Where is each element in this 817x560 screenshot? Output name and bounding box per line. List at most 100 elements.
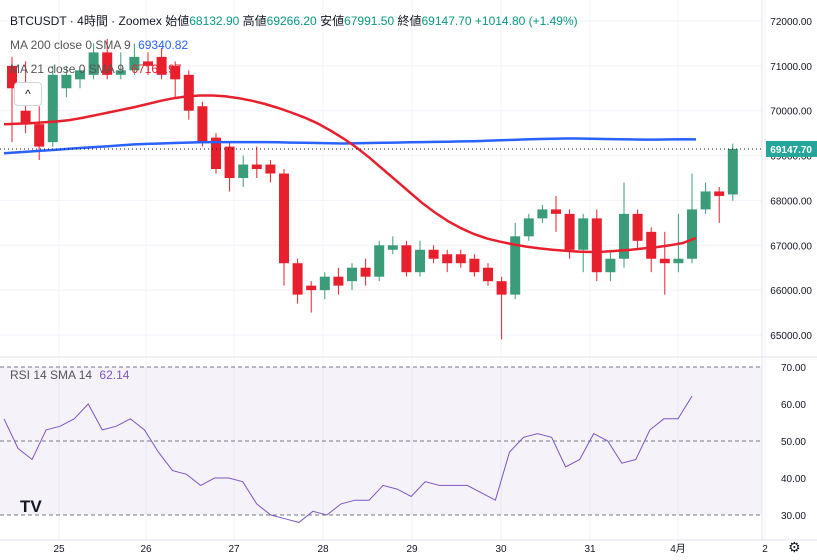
rsi-value: 62.14 xyxy=(99,368,130,382)
ma200-line xyxy=(3,137,697,155)
time-tick-label: 26 xyxy=(140,544,152,555)
open-label: 始値 xyxy=(165,14,190,28)
price-tick-label: 68000.00 xyxy=(770,196,812,207)
ma21-legend[interactable]: MA 21 close 0 SMA 9 67161.97 xyxy=(10,62,185,76)
price-tick-label: 72000.00 xyxy=(770,17,812,28)
candle-body xyxy=(659,258,670,264)
open-value: 68132.90 xyxy=(189,14,240,28)
candle-body xyxy=(88,52,99,75)
candle-body xyxy=(61,74,72,89)
price-tick-label: 69000.00 xyxy=(770,152,812,163)
ma21-label: MA 21 close 0 SMA 9 xyxy=(10,62,125,76)
collapse-legend-button[interactable]: ^ xyxy=(14,82,42,106)
candle-body xyxy=(360,267,371,277)
candle-body xyxy=(102,52,113,75)
price-tick-label: 71000.00 xyxy=(770,62,812,73)
chevron-up-icon: ^ xyxy=(25,87,31,101)
candle-body xyxy=(496,281,507,295)
candle-body xyxy=(510,236,521,295)
candle-body xyxy=(564,213,575,250)
time-tick-label: 28 xyxy=(317,544,329,555)
candle-body xyxy=(34,124,45,147)
candle-body xyxy=(605,258,616,273)
time-tick-label: 27 xyxy=(228,544,240,555)
candle-body xyxy=(700,191,711,210)
candle-body xyxy=(469,258,480,273)
time-tick-label: 30 xyxy=(495,544,507,555)
candle-body xyxy=(415,249,425,273)
candle-body xyxy=(578,218,589,250)
interval-label[interactable]: 4時間 xyxy=(77,14,108,28)
candle-body xyxy=(632,213,643,241)
symbol-name[interactable]: BTCUSDT xyxy=(10,14,67,28)
separator: · xyxy=(69,14,74,28)
candle-body xyxy=(455,254,466,264)
candle-body xyxy=(197,106,208,143)
candle-body xyxy=(673,258,684,264)
rsi-label: RSI 14 SMA 14 xyxy=(10,368,93,382)
candle-body xyxy=(170,65,181,80)
last-price-badge xyxy=(766,140,817,157)
candle-body xyxy=(687,209,697,259)
candle-body xyxy=(537,209,548,219)
separator: · xyxy=(111,14,116,28)
candle-body xyxy=(265,164,276,174)
price-tick-label: 70000.00 xyxy=(770,107,812,118)
candle-body xyxy=(143,61,153,66)
candle-body xyxy=(333,276,344,286)
candle-body xyxy=(238,164,249,178)
candle-body xyxy=(401,245,412,273)
ma200-legend[interactable]: MA 200 close 0 SMA 9 69340.82 xyxy=(10,38,192,52)
gear-icon[interactable]: ⚙ xyxy=(788,539,801,555)
candle-body xyxy=(619,213,629,259)
time-tick-label: 29 xyxy=(406,544,418,555)
high-value: 69266.20 xyxy=(266,14,317,28)
rsi-tick-label: 30.00 xyxy=(781,511,806,522)
close-label: 終値 xyxy=(397,14,422,28)
rsi-legend[interactable]: RSI 14 SMA 14 62.14 xyxy=(10,368,133,382)
time-tick-label: 2 xyxy=(762,544,768,555)
ma200-value: 69340.82 xyxy=(138,38,189,52)
change-value: +1014.80 (+1.49%) xyxy=(474,14,578,28)
rsi-tick-label: 50.00 xyxy=(781,437,806,448)
last-price-label: 69147.70 xyxy=(770,145,812,156)
candle-body xyxy=(591,218,602,273)
candle-body xyxy=(374,245,385,277)
candle-body xyxy=(306,285,317,291)
ma21-line xyxy=(3,94,697,254)
tradingview-logo-icon[interactable]: TV xyxy=(20,497,42,516)
candle-body xyxy=(7,65,17,89)
rsi-line xyxy=(3,395,693,523)
high-label: 高値 xyxy=(242,14,267,28)
rsi-tick-label: 40.00 xyxy=(781,474,806,485)
candle-body xyxy=(20,110,31,125)
candle-body xyxy=(646,231,657,259)
candle-body xyxy=(279,173,289,264)
price-tick-label: 66000.00 xyxy=(770,286,812,297)
candle-body xyxy=(47,74,58,143)
candle-body xyxy=(483,267,493,282)
low-label: 安値 xyxy=(320,14,345,28)
candle-body xyxy=(224,146,235,178)
candle-body xyxy=(115,70,126,75)
candle-body xyxy=(251,164,262,170)
candle-body xyxy=(714,191,725,196)
candle-body xyxy=(292,263,303,295)
candle-body xyxy=(347,267,357,282)
candle-body xyxy=(523,218,534,237)
candle-body xyxy=(129,56,140,71)
symbol-header: BTCUSDT · 4時間 · Zoomex 始値68132.90 高値6926… xyxy=(10,12,578,29)
rsi-tick-label: 60.00 xyxy=(781,400,806,411)
time-tick-label: 25 xyxy=(53,544,65,555)
candle-body xyxy=(387,245,398,250)
ma21-value: 67161.97 xyxy=(131,62,182,76)
candle-body xyxy=(727,148,738,195)
time-tick-label: 4月 xyxy=(670,543,686,555)
candle-body xyxy=(551,209,561,214)
candle-body xyxy=(319,276,330,291)
candle-body xyxy=(75,70,85,80)
price-tick-label: 65000.00 xyxy=(770,331,812,342)
ma200-label: MA 200 close 0 SMA 9 xyxy=(10,38,131,52)
low-value: 67991.50 xyxy=(344,14,395,28)
